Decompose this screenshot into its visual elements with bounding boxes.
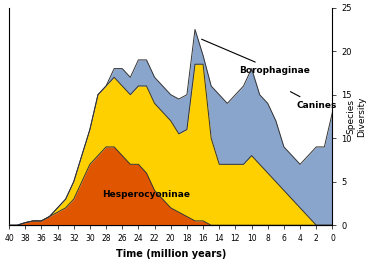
X-axis label: Time (million years): Time (million years) [115,249,226,259]
Text: Canines: Canines [290,92,336,110]
Text: Hesperocyoninae: Hesperocyoninae [102,190,191,199]
Y-axis label: Species
Diversity: Species Diversity [346,96,366,137]
Text: Borophaginae: Borophaginae [202,39,310,75]
